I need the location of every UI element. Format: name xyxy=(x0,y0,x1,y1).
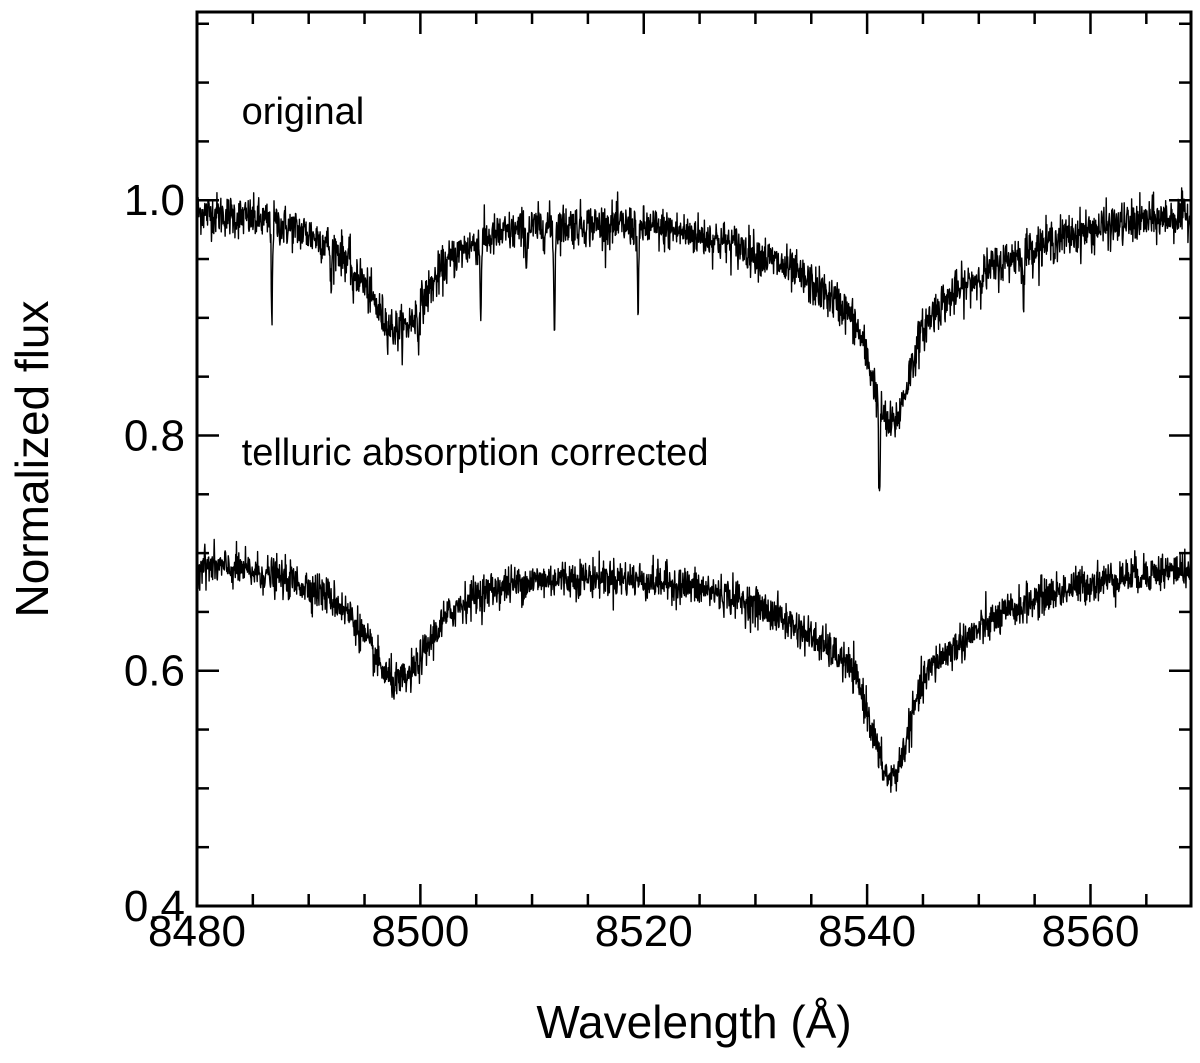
y-axis-title: Normalized flux xyxy=(6,301,58,618)
x-tick-label: 8500 xyxy=(371,907,469,956)
x-tick-label: 8540 xyxy=(818,907,916,956)
x-tick-label: 8560 xyxy=(1042,907,1140,956)
y-tick-label: 0.4 xyxy=(124,882,185,931)
series-telluric-corrected xyxy=(196,538,1192,793)
y-tick-label: 0.8 xyxy=(124,411,185,460)
labels-layer: 8480 8500 8520 8540 8560 0.4 0.6 0.8 1.0 original… xyxy=(124,91,1140,956)
y-tick-label: 1.0 xyxy=(124,176,185,225)
x-tick-label: 8480 xyxy=(148,907,246,956)
x-tick-label: 8520 xyxy=(595,907,693,956)
series-layer xyxy=(196,187,1192,793)
y-tick-label: 0.6 xyxy=(124,647,185,696)
series-original xyxy=(196,187,1192,492)
annotation-label: telluric absorption corrected xyxy=(242,432,709,474)
x-axis-title: Wavelength (Å) xyxy=(536,996,851,1048)
annotation-label: original xyxy=(242,91,365,133)
plot-frame xyxy=(195,10,1193,908)
